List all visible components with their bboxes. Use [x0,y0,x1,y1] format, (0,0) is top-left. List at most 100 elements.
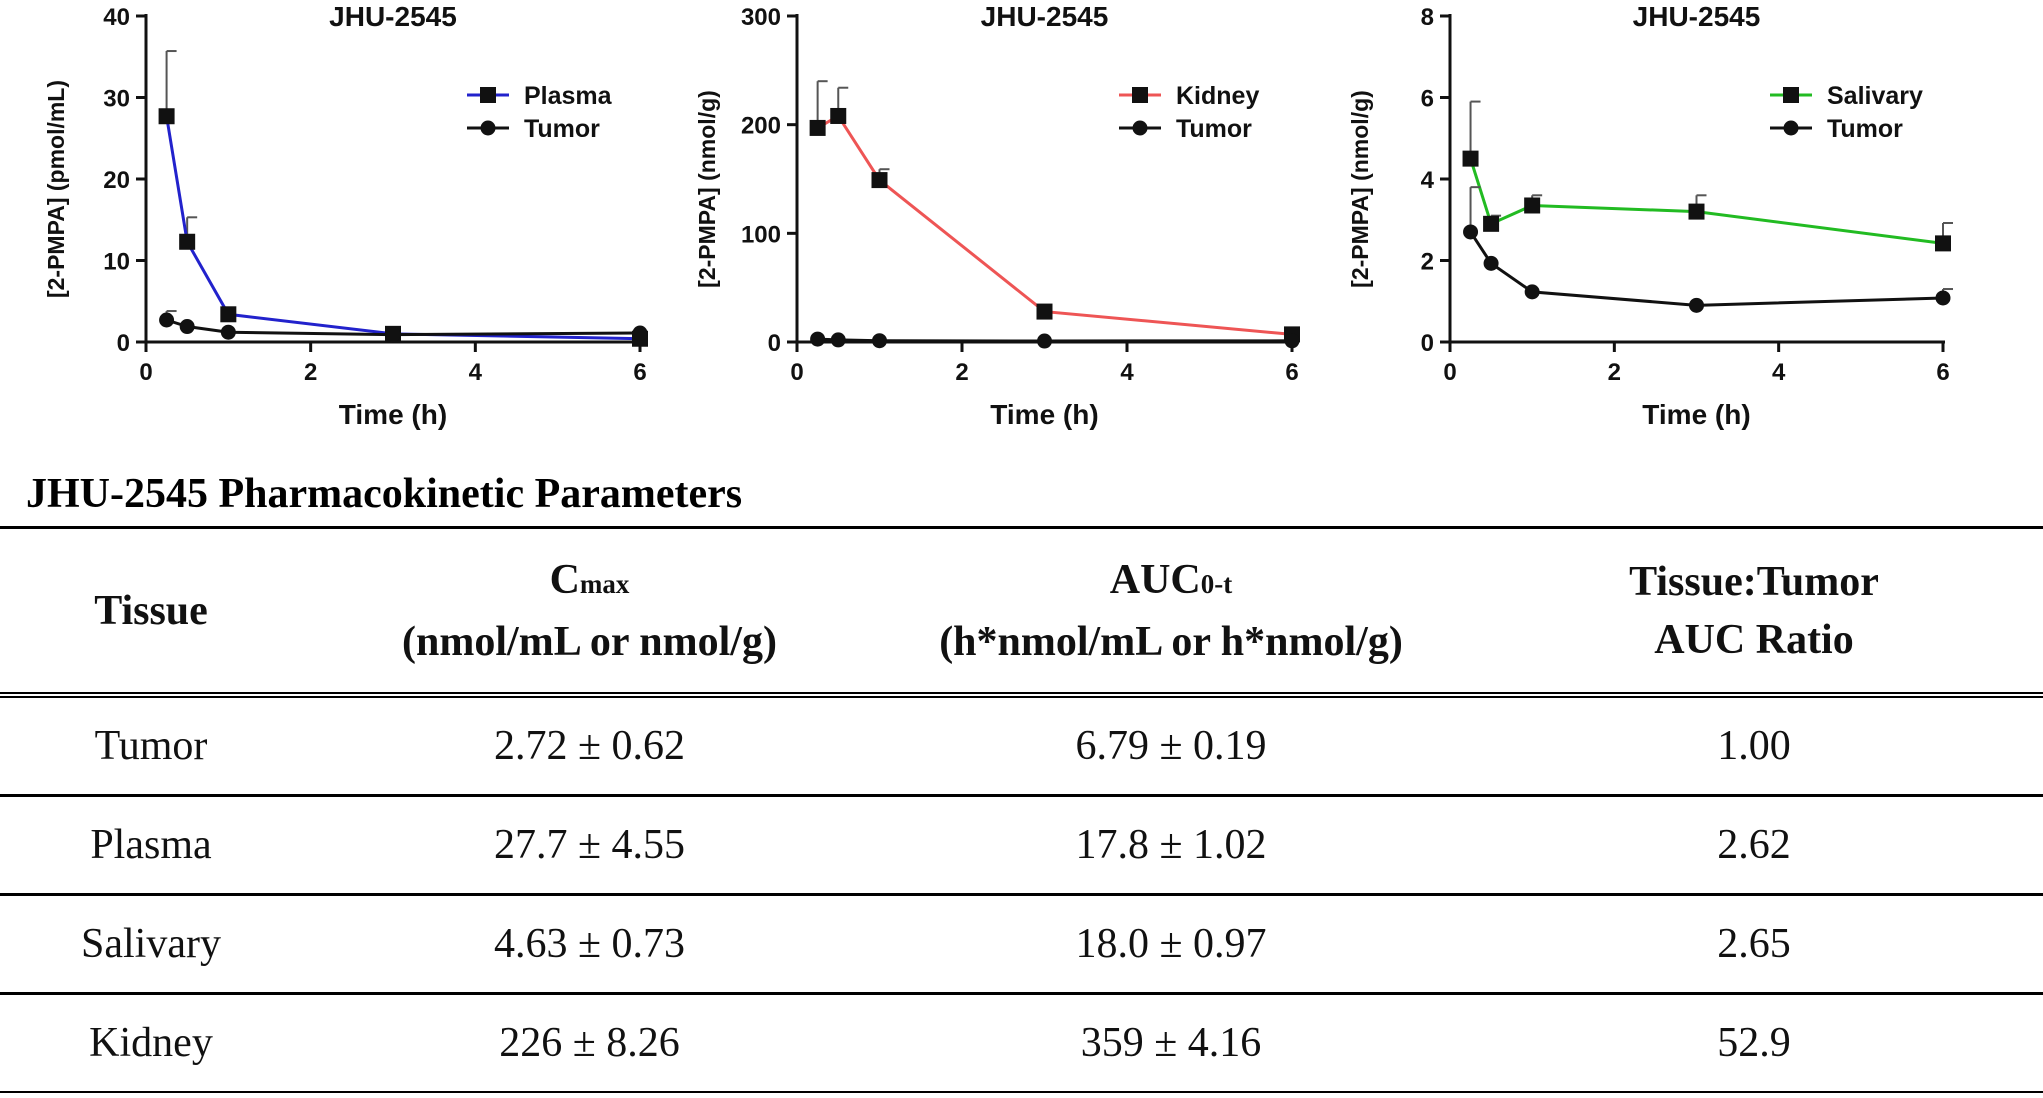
data-point [633,326,648,341]
series-line [818,116,1292,334]
legend-label: Tumor [1176,115,1252,143]
header-auc-subscript: 0-t [1201,569,1232,599]
y-tick-label: 100 [741,221,781,248]
header-ratio-line2: AUC Ratio [1654,617,1853,663]
y-tick-label: 4 [1421,167,1435,194]
table-row: Tumor 2.72 ± 0.62 6.79 ± 0.19 1.00 [0,695,2043,796]
header-cmax-subscript: max [580,569,630,599]
chart-title: JHU-2545 [1633,1,1761,32]
cell-cmax: 27.7 ± 4.55 [302,796,877,895]
data-point [220,306,236,322]
pk-parameters-table: Tissue Cmax (nmol/mL or nmol/g) AUC0-t (h*… [0,526,2043,1093]
data-point [810,120,826,136]
chart-1: 0 10 20 30 40 0 2 4 6 JHU-2545 Time (h) [2-PMPA] (p… [43,1,648,430]
header-ratio: Tissue:Tumor AUC Ratio [1465,528,2043,696]
series-line [818,339,1292,341]
data-point [830,108,846,124]
x-tick-label: 4 [469,359,483,386]
cell-auc: 17.8 ± 1.02 [877,796,1465,895]
data-point [1285,333,1300,348]
series-line [1471,232,1943,305]
legend-marker [1783,87,1799,103]
data-point [1037,334,1052,349]
legend-label: Kidney [1176,82,1259,110]
cell-auc: 6.79 ± 0.19 [877,695,1465,796]
y-axis-label: [2-PMPA] (pmol/mL) [43,80,69,298]
x-tick-label: 2 [955,359,968,386]
table-title: JHU-2545 Pharmacokinetic Parameters [26,470,742,518]
data-point [872,333,887,348]
y-tick-label: 10 [103,249,130,276]
y-tick-label: 2 [1421,249,1434,276]
legend-marker [1132,87,1148,103]
series-line [1471,159,1943,244]
table-row: Plasma 27.7 ± 4.55 17.8 ± 1.02 2.62 [0,796,2043,895]
y-tick-label: 200 [741,113,781,140]
x-tick-label: 6 [633,359,646,386]
chart-title: JHU-2545 [981,1,1109,32]
x-tick-label: 4 [1120,359,1134,386]
data-point [1936,290,1951,305]
header-auc-units: (h*nmol/mL or h*nmol/g) [939,619,1403,665]
y-tick-label: 0 [117,330,130,357]
data-point [1524,197,1540,213]
legend-marker [481,121,496,136]
cell-ratio: 2.62 [1465,796,2043,895]
data-point [1463,151,1479,167]
legend-label: Plasma [524,82,613,110]
x-tick-label: 6 [1285,359,1298,386]
data-point [810,332,825,347]
legend-marker [1133,121,1148,136]
data-point [221,325,236,340]
table-header-row: Tissue Cmax (nmol/mL or nmol/g) AUC0-t (h*… [0,528,2043,696]
x-tick-label: 0 [139,359,152,386]
header-cmax-units: (nmol/mL or nmol/g) [402,619,777,665]
header-tissue-label: Tissue [94,588,208,634]
x-tick-label: 6 [1936,359,1949,386]
chart-3: 024680 2 4 6JHU-2545Time (h)[2-PMPA] (nmol/… [1347,1,1953,430]
x-axis-label: Time (h) [339,399,447,430]
cell-tissue: Tumor [0,695,302,796]
cell-auc: 18.0 ± 0.97 [877,895,1465,994]
header-cmax: Cmax (nmol/mL or nmol/g) [302,528,877,696]
legend-marker [1784,121,1799,136]
data-point [1483,216,1499,232]
cell-cmax: 226 ± 8.26 [302,994,877,1093]
data-point [1689,204,1705,220]
x-tick-label: 2 [1608,359,1621,386]
data-point [1484,256,1499,271]
y-tick-label: 0 [1421,330,1434,357]
table-row: Kidney 226 ± 8.26 359 ± 4.16 52.9 [0,994,2043,1093]
data-point [831,332,846,347]
data-point [872,172,888,188]
legend-label: Tumor [524,115,600,143]
data-point [1525,284,1540,299]
y-axis-label: [2-PMPA] (nmol/g) [1347,90,1373,288]
y-tick-label: 8 [1421,4,1434,31]
data-point [1689,298,1704,313]
cell-auc: 359 ± 4.16 [877,994,1465,1093]
series-line [167,116,640,338]
cell-cmax: 4.63 ± 0.73 [302,895,877,994]
y-tick-label: 30 [103,86,130,113]
data-point [1935,235,1951,251]
series-line [167,320,640,335]
cell-ratio: 1.00 [1465,695,2043,796]
chart-title: JHU-2545 [329,1,457,32]
header-auc: AUC0-t (h*nmol/mL or h*nmol/g) [877,528,1465,696]
cell-cmax: 2.72 ± 0.62 [302,695,877,796]
data-point [1463,224,1478,239]
data-point [386,327,401,342]
header-ratio-line1: Tissue:Tumor [1629,559,1879,605]
y-tick-label: 0 [768,330,781,357]
legend-label: Tumor [1827,115,1903,143]
cell-tissue: Plasma [0,796,302,895]
x-axis-label: Time (h) [1642,399,1750,430]
x-tick-label: 4 [1772,359,1786,386]
y-axis-label: [2-PMPA] (nmol/g) [694,90,720,288]
y-tick-label: 6 [1421,86,1434,113]
legend-marker [480,87,496,103]
chart-2: 0 100 200 300 0 2 4 6 JHU-2545 Time (h) [2-PMPA] (… [694,1,1300,430]
cell-ratio: 2.65 [1465,895,2043,994]
